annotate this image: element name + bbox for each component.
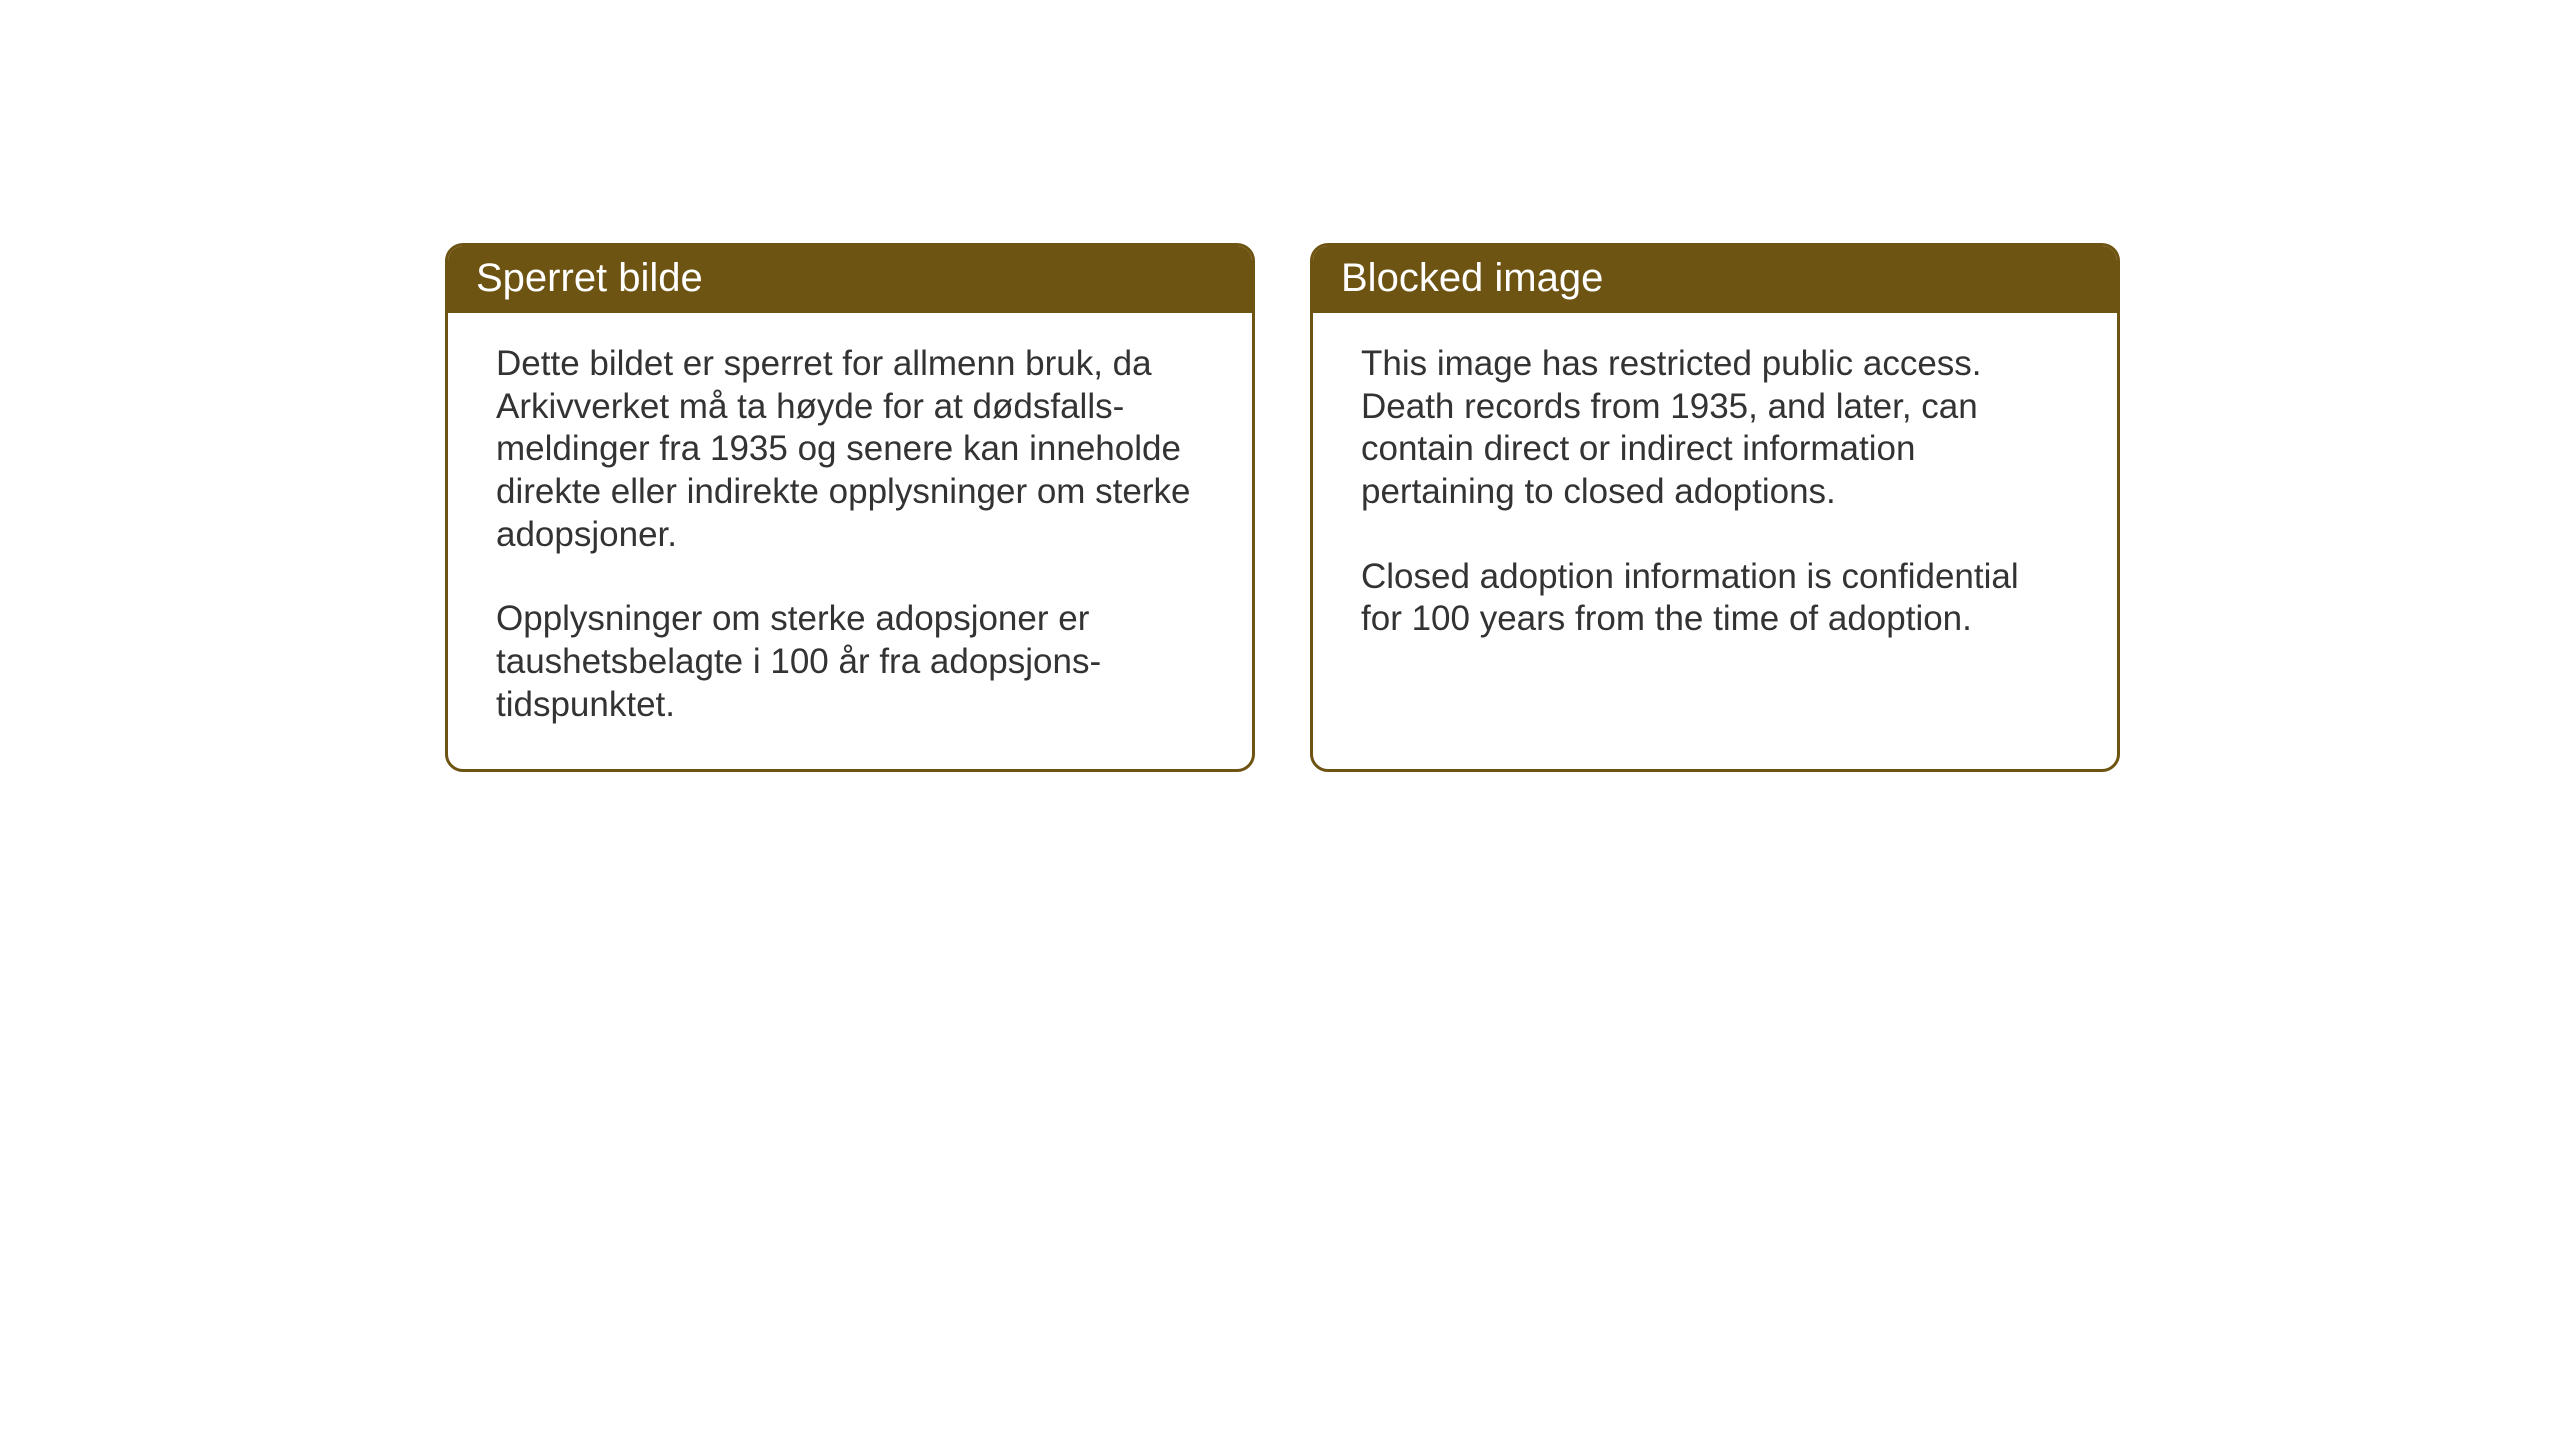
notice-card-norwegian: Sperret bilde Dette bildet er sperret fo… [445,243,1255,772]
notice-paragraph: This image has restricted public access.… [1361,343,2069,514]
notice-body-english: This image has restricted public access.… [1313,313,2117,683]
notice-body-norwegian: Dette bildet er sperret for allmenn bruk… [448,313,1252,769]
notice-paragraph: Opplysninger om sterke adopsjoner er tau… [496,598,1204,726]
notice-header-norwegian: Sperret bilde [448,246,1252,313]
notice-paragraph: Closed adoption information is confident… [1361,556,2069,641]
notice-paragraph: Dette bildet er sperret for allmenn bruk… [496,343,1204,556]
notice-header-english: Blocked image [1313,246,2117,313]
notice-card-english: Blocked image This image has restricted … [1310,243,2120,772]
notice-container: Sperret bilde Dette bildet er sperret fo… [445,243,2120,772]
